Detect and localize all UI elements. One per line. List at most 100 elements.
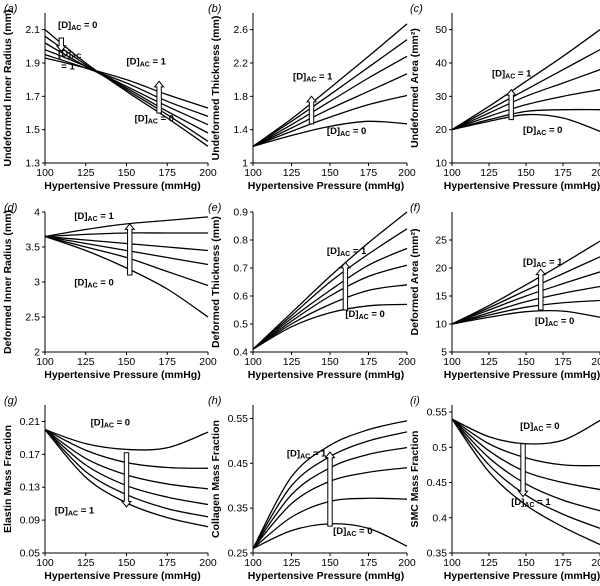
y-tick-label: 0.45	[427, 477, 448, 489]
series-line-2	[252, 73, 408, 147]
annotation-label: [D]AC = 1	[127, 57, 167, 69]
x-tick-label: 175	[158, 356, 176, 368]
y-tick-label: 50	[435, 24, 447, 36]
y-tick-label: 4	[34, 207, 40, 219]
y-tick-label: 1.7	[25, 91, 40, 103]
y-tick-label: 0.5	[233, 319, 248, 331]
series-line-5	[44, 57, 209, 109]
annotation-label: [D]AC = 0	[520, 421, 559, 433]
trend-arrow	[153, 80, 165, 114]
x-axis-label: Hypertensive Pressure (mmHg)	[444, 570, 600, 582]
series-line-0	[44, 429, 209, 451]
series-line-5	[252, 420, 408, 549]
x-tick-label: 150	[118, 167, 136, 179]
series-line-0	[451, 418, 600, 445]
y-tick-label: 2.5	[25, 312, 40, 324]
y-tick-label: 2	[34, 347, 40, 359]
series-line-4	[451, 256, 600, 325]
series-line-3	[451, 418, 600, 512]
x-tick-label: 125	[480, 557, 498, 569]
x-tick-label: 200	[199, 356, 217, 368]
x-axis-label: Hypertensive Pressure (mmHg)	[248, 180, 404, 192]
series-line-2	[44, 235, 209, 266]
series-line-3	[451, 69, 600, 131]
x-tick-label: 125	[77, 167, 95, 179]
x-tick-label: 200	[591, 356, 600, 368]
panel-label: (c)	[410, 3, 423, 15]
y-tick-label: 0.5	[432, 442, 447, 454]
series-line-1	[44, 35, 209, 142]
series-line-2	[451, 418, 600, 491]
annotation-label: [D]AC = 0	[135, 113, 174, 125]
x-tick-label: 125	[77, 557, 95, 569]
series-line-4	[451, 49, 600, 131]
x-tick-label: 100	[36, 356, 54, 368]
y-tick-label: 0.9	[233, 207, 248, 219]
annotation-label: [D]AC = 0	[58, 20, 97, 32]
annotation-label: [D]AC	[58, 48, 81, 60]
x-tick-label: 100	[244, 167, 262, 179]
y-axis-label: Deformed Inner Radius (mm)	[2, 210, 14, 354]
x-tick-label: 100	[443, 356, 461, 368]
x-tick-label: 200	[199, 557, 217, 569]
y-axis-label: Undeformed Area (mm²)	[409, 28, 421, 148]
series-line-3	[44, 235, 209, 252]
y-axis-label: Undeformed Inner Radius (mm)	[2, 10, 14, 167]
series-line-4	[252, 228, 408, 350]
series-line-2	[451, 89, 600, 131]
x-axis-label: Hypertensive Pressure (mmHg)	[44, 180, 200, 192]
y-tick-label: 0.25	[228, 548, 249, 560]
annotation-label: [D]AC = 0	[74, 278, 113, 290]
panel-label: (g)	[4, 395, 18, 407]
x-tick-label: 200	[398, 167, 416, 179]
panel-g: (g) 0.05 0.09 0.13 0.17 0.21 100 125 150 175 200Hy…	[2, 395, 217, 582]
series-line-3	[252, 55, 408, 147]
series-line-5	[44, 216, 209, 238]
y-tick-label: 5	[441, 347, 447, 359]
y-tick-label: 0.4	[432, 512, 447, 524]
series-line-3	[451, 271, 600, 325]
x-axis-label: Hypertensive Pressure (mmHg)	[44, 369, 200, 381]
series-line-0	[451, 113, 600, 132]
series-line-1	[252, 284, 408, 350]
x-tick-label: 150	[118, 557, 136, 569]
y-tick-label: 0.45	[228, 458, 249, 470]
x-tick-label: 150	[321, 557, 339, 569]
panel-label: (i)	[410, 395, 420, 407]
series-line-5	[451, 29, 600, 131]
x-tick-label: 100	[36, 557, 54, 569]
y-axis-label: Deformed Area (mm²)	[409, 229, 421, 336]
series-line-3	[44, 49, 209, 126]
y-tick-label: 30	[435, 91, 447, 103]
x-tick-label: 200	[199, 167, 217, 179]
trend-arrow	[535, 268, 547, 311]
x-tick-label: 175	[158, 557, 176, 569]
y-tick-label: 1.3	[25, 158, 40, 170]
x-tick-label: 125	[480, 356, 498, 368]
series-line-5	[252, 211, 408, 350]
y-tick-label: 0.05	[20, 548, 41, 560]
series-line-0	[451, 309, 600, 325]
y-tick-label: 1	[242, 158, 248, 170]
series-line-2	[252, 264, 408, 350]
x-tick-label: 100	[36, 167, 54, 179]
x-tick-label: 150	[517, 557, 535, 569]
y-tick-label: 2.2	[233, 58, 248, 70]
annotation-label: [D]AC = 0	[523, 125, 562, 137]
x-tick-label: 175	[158, 167, 176, 179]
trend-arrow	[339, 261, 351, 311]
y-tick-label: 3.5	[25, 242, 40, 254]
y-tick-label: 2.1	[25, 24, 40, 36]
x-tick-label: 100	[244, 557, 262, 569]
x-axis-label: Hypertensive Pressure (mmHg)	[248, 369, 404, 381]
y-tick-label: 20	[435, 124, 447, 136]
panel-c: (c) 10 20 30 40 50 100 125 150 175 200Hypertensive…	[409, 3, 600, 192]
x-tick-label: 200	[398, 356, 416, 368]
series-line-2	[44, 42, 209, 134]
annotation-label: [D]AC = 0	[345, 309, 384, 321]
series-line-1	[451, 418, 600, 467]
annotation-label: [D]AC = 1	[523, 257, 563, 269]
series-line-1	[451, 299, 600, 325]
annotation-label: [D]AC = 1	[492, 68, 532, 80]
